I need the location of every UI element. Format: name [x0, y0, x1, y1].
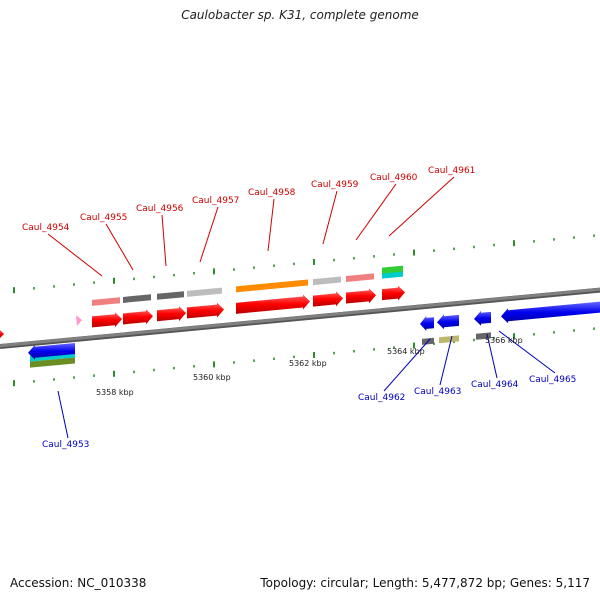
feature-box: [92, 297, 120, 306]
scale-label: 5366 kbp: [485, 336, 523, 345]
scale-label: 5358 kbp: [96, 388, 134, 397]
gene-label[interactable]: Caul_4964: [471, 380, 519, 390]
callout-line: [161, 214, 167, 267]
gene-arrow: [92, 312, 122, 328]
tick-marks: [13, 234, 595, 387]
gene-label[interactable]: Caul_4965: [529, 375, 576, 385]
callout-line: [388, 176, 455, 237]
gene-label[interactable]: Caul_4955: [80, 213, 127, 223]
gene-arrow: [346, 288, 376, 304]
gene-arrow: [474, 310, 491, 326]
feature-box: [187, 287, 222, 297]
feature-box: [123, 294, 151, 303]
scale-label: 5362 kbp: [289, 359, 327, 368]
callout-line: [47, 233, 103, 277]
small-feature-marker: [76, 315, 82, 326]
gene-label[interactable]: Caul_4957: [192, 196, 239, 206]
callout-line: [57, 390, 69, 439]
gene-label[interactable]: Caul_4954: [22, 223, 70, 233]
callout-line: [105, 223, 134, 271]
gene-label[interactable]: Caul_4961: [428, 166, 475, 176]
gene-callouts: Caul_4953 Caul_4954 Caul_4955 Caul_4956 Caul…: [22, 166, 576, 450]
feature-box: [382, 265, 403, 274]
gene-arrows: [0, 285, 600, 360]
gene-arrow: [313, 291, 343, 307]
gene-label[interactable]: Caul_4963: [414, 387, 461, 397]
edge-gene-arrow: [0, 330, 4, 338]
accession-label: Accession: NC_010338: [10, 576, 147, 590]
feature-box: [346, 273, 374, 282]
feature-box: [236, 279, 308, 293]
callout-line: [199, 206, 219, 263]
callout-line: [486, 333, 498, 379]
scale-label: 5360 kbp: [193, 373, 231, 382]
gene-arrow: [382, 285, 405, 301]
genome-backbone: [0, 287, 600, 349]
callout-line: [322, 190, 338, 245]
gene-label[interactable]: Caul_4953: [42, 440, 89, 450]
gene-arrow: [236, 294, 310, 314]
gene-arrow: [123, 309, 153, 325]
callout-line: [383, 338, 431, 392]
gene-label[interactable]: Caul_4956: [136, 204, 184, 214]
gene-arrow: [501, 301, 600, 324]
callout-line: [439, 335, 453, 386]
gene-label[interactable]: Caul_4962: [358, 393, 405, 403]
gene-arrow: [187, 302, 224, 319]
feature-box: [313, 276, 341, 286]
callout-line: [267, 198, 275, 252]
gene-arrow: [420, 315, 434, 331]
feature-box: [30, 357, 75, 368]
gene-arrow: [437, 314, 459, 330]
gene-arrow: [157, 306, 186, 322]
callout-line: [498, 330, 556, 374]
genome-title: Caulobacter sp. K31, complete genome: [181, 8, 419, 22]
callout-line: [355, 183, 397, 241]
scale-labels: 5358 kbp 5360 kbp 5362 kbp 5364 kbp 5366 kbp: [96, 336, 523, 397]
scale-label: 5364 kbp: [387, 347, 425, 356]
genome-summary: Topology: circular; Length: 5,477,872 bp…: [260, 576, 590, 590]
gene-label[interactable]: Caul_4959: [311, 180, 359, 190]
gene-label[interactable]: Caul_4960: [370, 173, 418, 183]
gene-arrow: [28, 342, 75, 360]
feature-box: [157, 291, 184, 300]
feature-box: [439, 335, 459, 344]
gene-label[interactable]: Caul_4958: [248, 188, 296, 198]
